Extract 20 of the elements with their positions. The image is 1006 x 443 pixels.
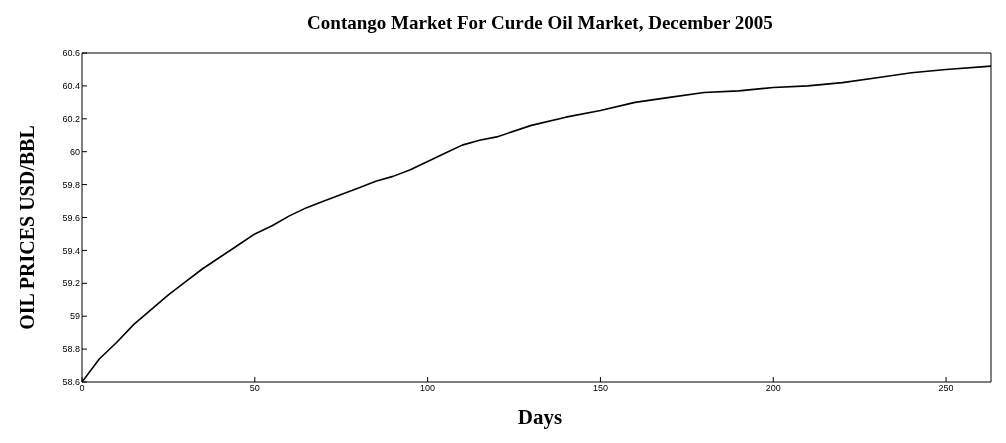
chart-title: Contango Market For Curde Oil Market, December 2005 [306, 12, 774, 34]
y-tick-label: 59 [69, 311, 80, 322]
x-tick-label: 50 [249, 383, 260, 394]
y-tick-label: 60 [69, 146, 80, 157]
x-tick-label: 150 [592, 383, 608, 394]
x-tick-label: 200 [765, 383, 781, 394]
y-tick-label: 59.4 [62, 245, 80, 256]
y-tick-label: 58.8 [62, 344, 80, 355]
x-tick-label: 0 [79, 383, 85, 394]
y-tick-label: 60.4 [62, 81, 80, 92]
y-tick-label: 60.6 [62, 48, 80, 59]
y-tick-label: 60.2 [62, 114, 80, 124]
y-tick-label: 58.6 [62, 377, 80, 388]
x-tick-label: 250 [938, 383, 954, 394]
y-tick-label: 59.8 [62, 179, 80, 190]
y-axis-title: OIL PRICES USD/BBL [15, 124, 39, 330]
y-tick-label: 59.6 [62, 212, 80, 223]
x-axis-title: Days [516, 405, 564, 430]
x-tick-label: 100 [420, 383, 436, 394]
y-tick-label: 59.2 [62, 278, 80, 289]
